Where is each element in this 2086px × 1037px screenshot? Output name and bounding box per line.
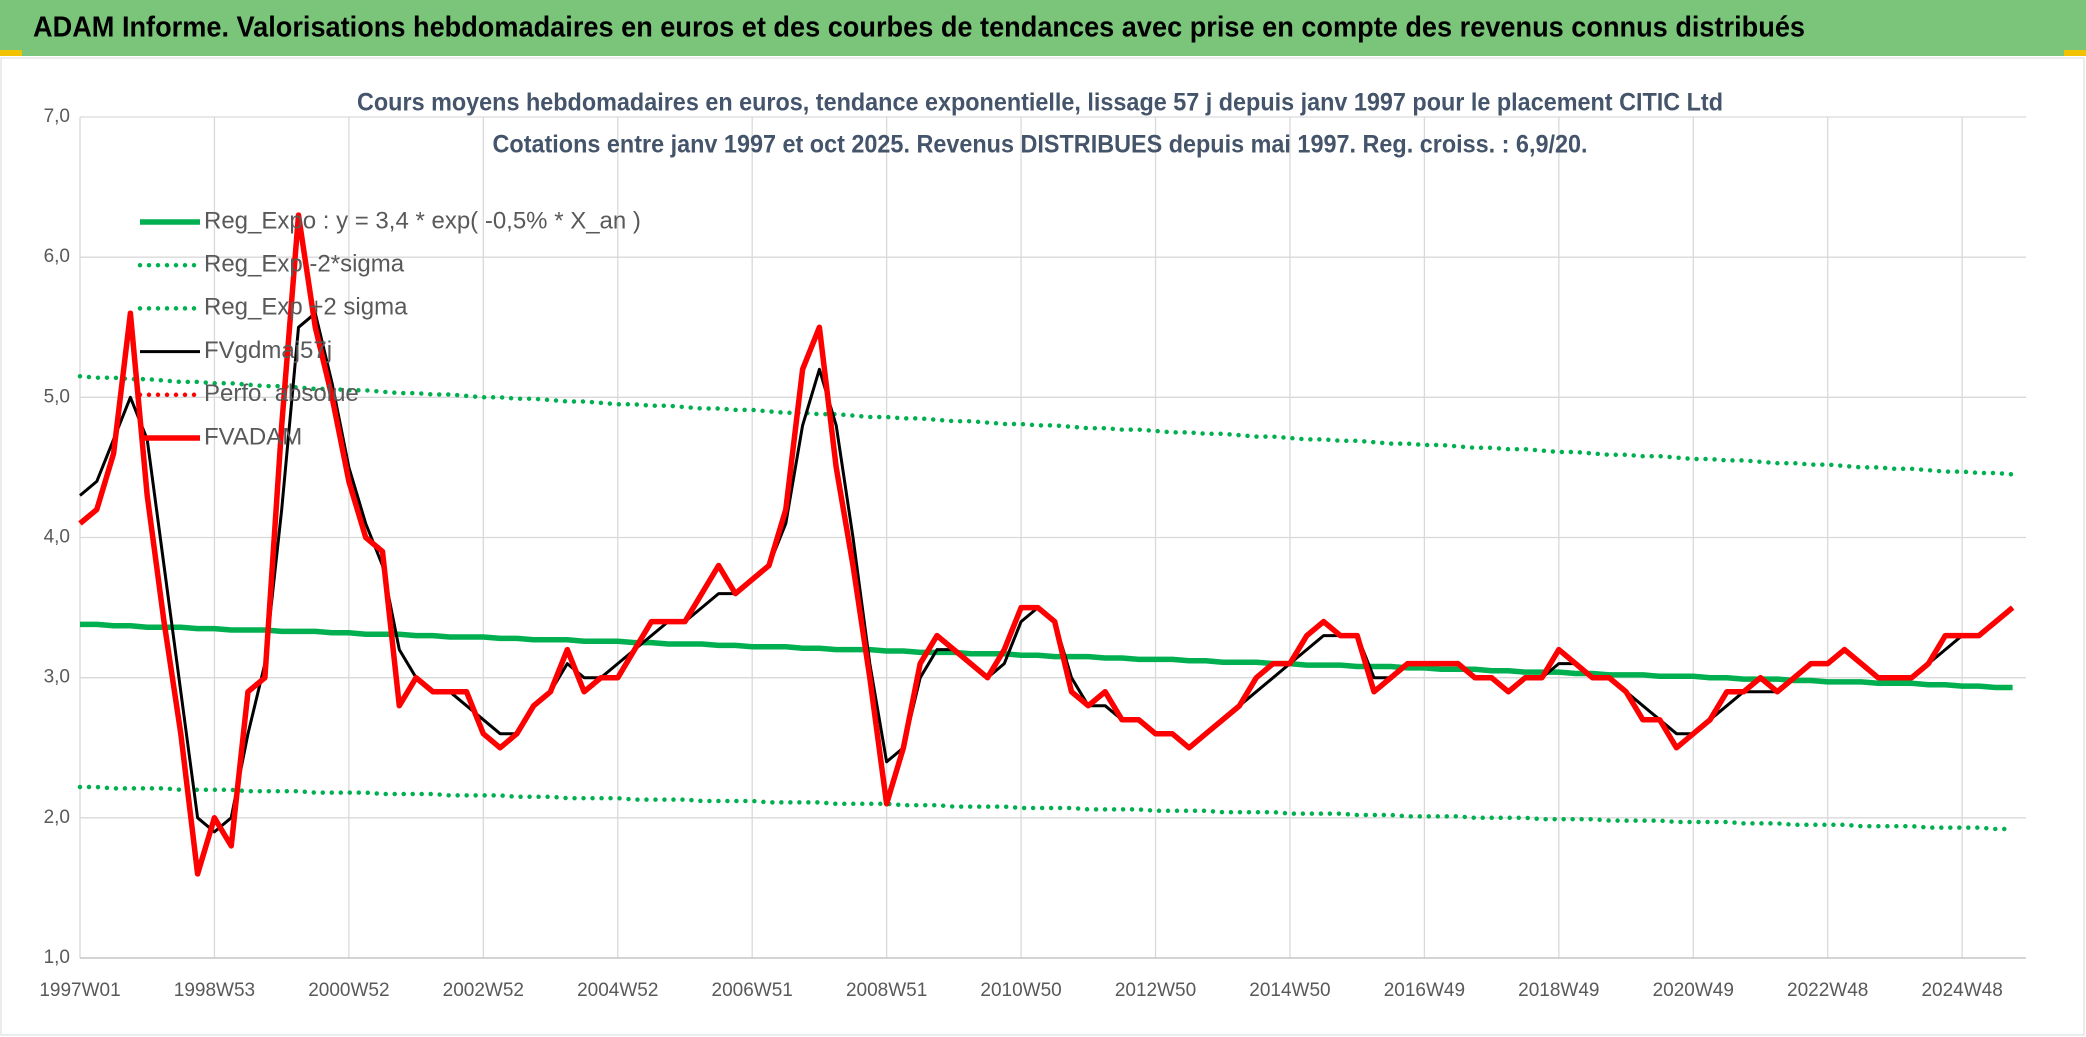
legend-label: Reg_Expo : y = 3,4 * exp( -0,5% * X_an ) (204, 207, 641, 234)
series-line (77, 784, 2015, 832)
chart-subtitle: Cotations entre janv 1997 et oct 2025. R… (493, 131, 1588, 159)
plot (77, 212, 2015, 877)
y-tick-label: 6,0 (44, 246, 70, 267)
legend-label: Perfo. absolue (204, 380, 359, 407)
banner-corner (0, 50, 22, 56)
x-tick-label: 2018W49 (1518, 980, 1599, 1001)
x-tick-label: 2020W49 (1653, 980, 1734, 1001)
banner (0, 0, 2086, 56)
grid: 1,0 2,0 3,0 4,0 5,0 6,0 7,0 1997W01 1998W53 2000W… (39, 106, 2026, 1001)
legend-label: FVADAM (204, 423, 302, 450)
legend: Reg_Expo : y = 3,4 * exp( -0,5% * X_an )… (137, 207, 641, 450)
x-tick-label: 2006W51 (712, 980, 793, 1001)
y-tick-label: 2,0 (44, 807, 70, 828)
series-line (80, 621, 2013, 691)
y-tick-label: 1,0 (44, 947, 70, 968)
x-tick-label: 2016W49 (1384, 980, 1465, 1001)
x-tick-label: 1998W53 (174, 980, 255, 1001)
x-tick-label: 2022W48 (1787, 980, 1868, 1001)
y-tick-label: 3,0 (44, 667, 70, 688)
legend-label: FVgdmaj57j (204, 337, 332, 364)
x-tick-label: 2012W50 (1115, 980, 1196, 1001)
banner-corner (2064, 50, 2086, 56)
series-line (77, 374, 2015, 477)
x-tick-label: 2000W52 (308, 980, 389, 1001)
y-tick-label: 4,0 (44, 527, 70, 548)
x-tick-label: 2004W52 (577, 980, 658, 1001)
x-tick-label: 2010W50 (980, 980, 1061, 1001)
x-tick-label: 1997W01 (39, 980, 120, 1001)
y-tick-label: 5,0 (44, 386, 70, 407)
series-line (78, 212, 2015, 877)
chart-area (0, 57, 2085, 1036)
x-tick-label: 2014W50 (1249, 980, 1330, 1001)
y-tick-label: 7,0 (44, 106, 70, 127)
chart-title: Cours moyens hebdomadaires en euros, ten… (357, 89, 1723, 117)
legend-label: Reg_Exp -2*sigma (204, 251, 405, 278)
x-tick-label: 2002W52 (443, 980, 524, 1001)
x-tick-label: 2024W48 (1921, 980, 2002, 1001)
x-tick-label: 2008W51 (846, 980, 927, 1001)
banner-title: ADAM Informe. Valorisations hebdomadaire… (33, 12, 1805, 44)
legend-label: Reg_Exp +2 sigma (204, 294, 408, 321)
